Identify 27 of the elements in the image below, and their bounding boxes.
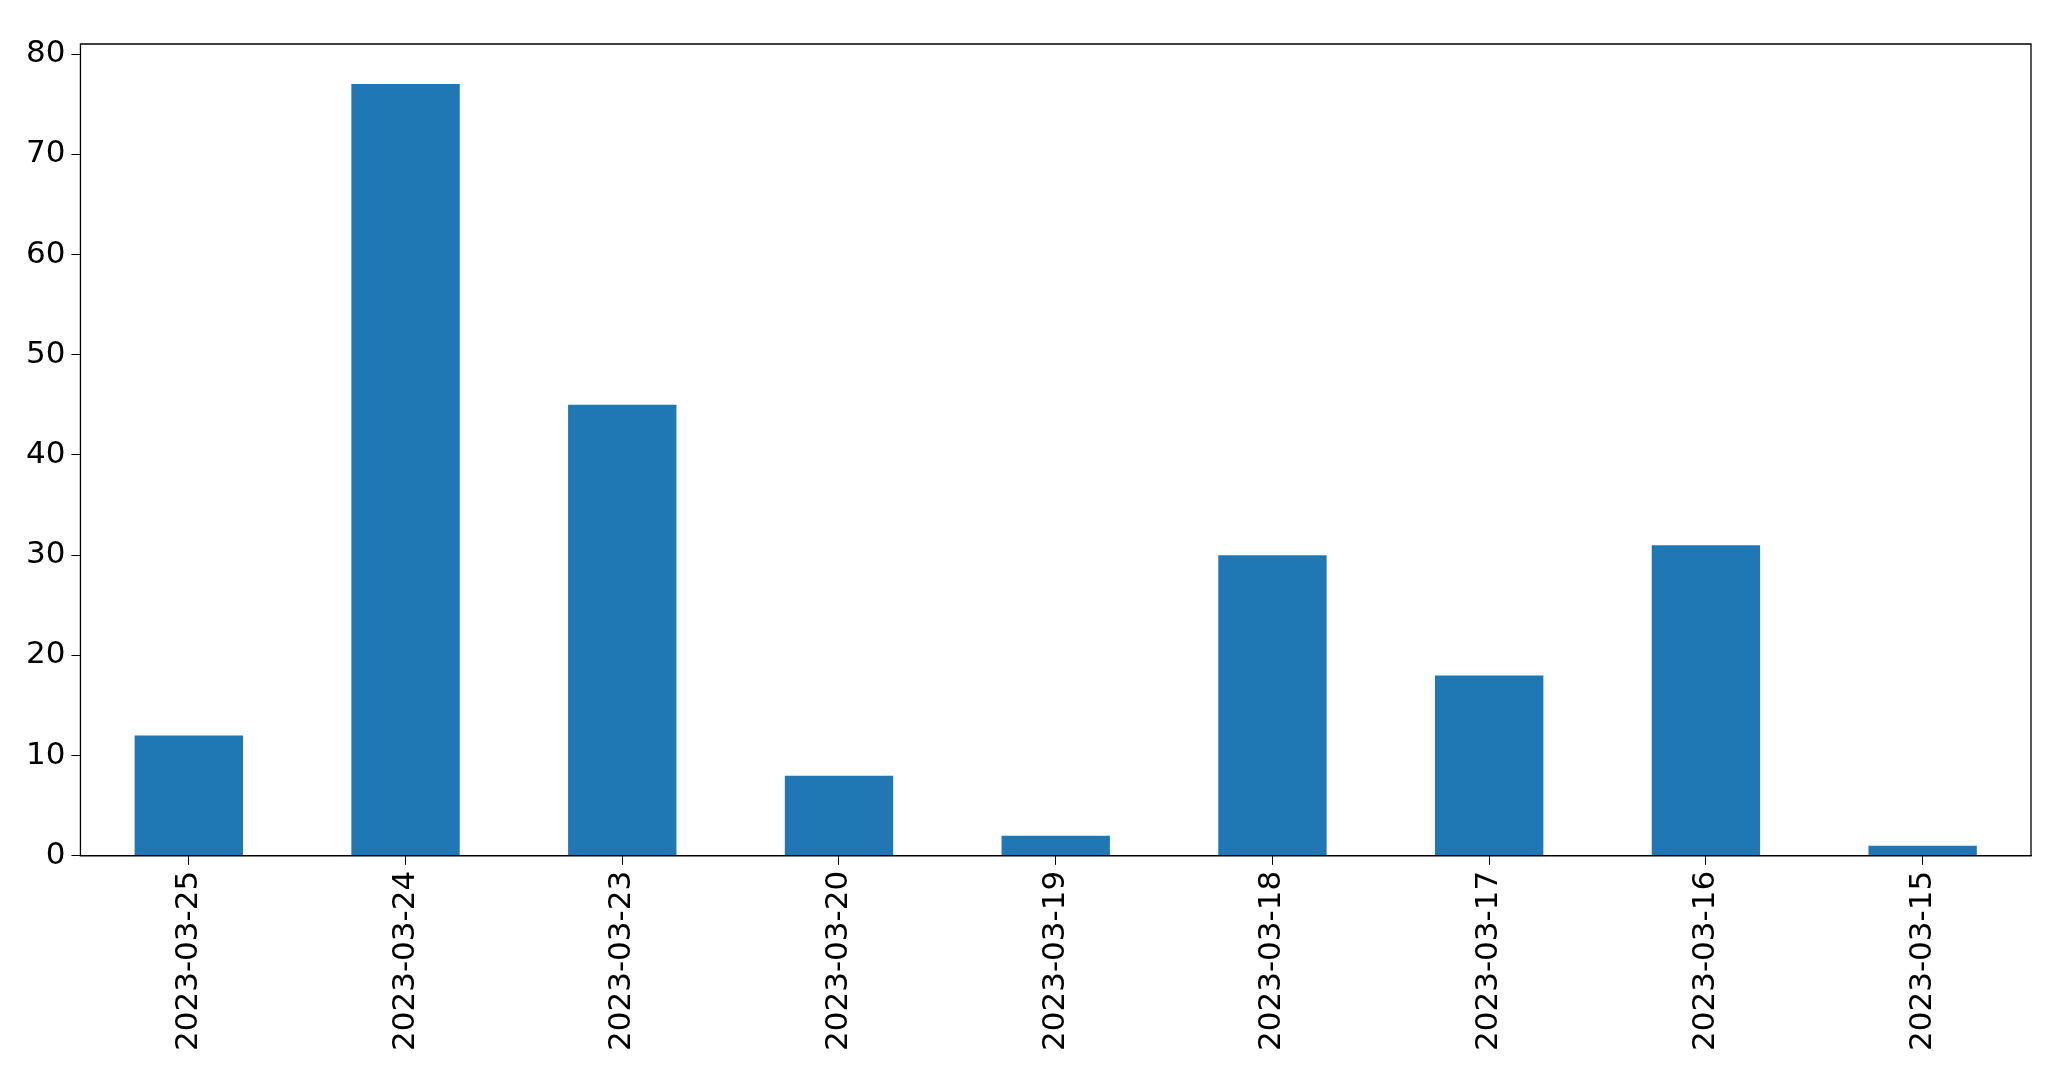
y-tick-label: 60	[25, 233, 66, 270]
y-tick-label: 0	[45, 834, 66, 871]
x-tick-label: 2023-03-15	[1901, 870, 1938, 1052]
x-tick-label: 2023-03-19	[1034, 870, 1071, 1052]
bar	[1868, 845, 1977, 856]
bar	[134, 735, 243, 856]
y-tick-label: 20	[25, 634, 66, 671]
y-tick-label: 50	[25, 333, 66, 370]
bar	[351, 84, 460, 856]
x-tick-label: 2023-03-24	[384, 870, 421, 1052]
x-tick-label: 2023-03-20	[818, 870, 855, 1052]
x-tick-label: 2023-03-23	[601, 870, 638, 1052]
bar	[784, 775, 894, 856]
y-tick-label: 40	[25, 433, 66, 470]
bar	[568, 404, 677, 856]
bar	[1001, 835, 1110, 856]
bar	[1435, 675, 1544, 856]
x-tick-label: 2023-03-16	[1684, 870, 1721, 1052]
bar	[1218, 555, 1327, 856]
y-tick-label: 30	[25, 534, 66, 571]
y-tick-label: 70	[25, 133, 66, 170]
x-tick-label: 2023-03-25	[167, 870, 204, 1052]
x-tick-label: 2023-03-17	[1468, 870, 1505, 1052]
bar	[1651, 545, 1761, 856]
y-tick-label: 10	[25, 734, 66, 771]
x-tick-label: 2023-03-18	[1251, 870, 1288, 1052]
y-tick-label: 80	[25, 33, 66, 70]
